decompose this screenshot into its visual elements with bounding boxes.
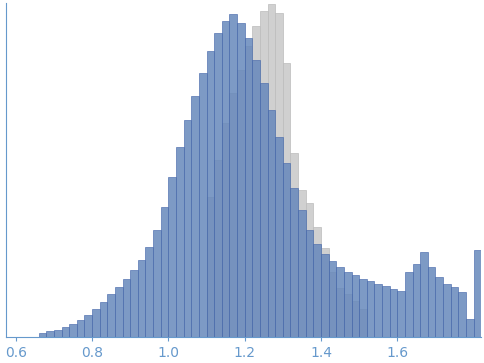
Bar (176, 147, 183, 337)
Bar (183, 120, 191, 337)
Bar (222, 21, 229, 337)
Bar (336, 267, 344, 337)
Bar (69, 325, 77, 337)
Bar (229, 93, 237, 337)
Bar (351, 301, 359, 337)
Bar (313, 244, 321, 337)
Bar (252, 60, 260, 337)
Bar (420, 252, 428, 337)
Bar (412, 264, 420, 337)
Bar (237, 70, 245, 337)
Bar (290, 188, 298, 337)
Bar (275, 13, 283, 337)
Bar (245, 46, 252, 337)
Bar (313, 227, 321, 337)
Bar (229, 15, 237, 337)
Bar (54, 330, 61, 337)
Bar (222, 123, 229, 337)
Bar (451, 287, 458, 337)
Bar (260, 83, 268, 337)
Bar (359, 309, 367, 337)
Bar (290, 153, 298, 337)
Bar (390, 289, 397, 337)
Bar (61, 327, 69, 337)
Bar (100, 302, 107, 337)
Bar (329, 272, 336, 337)
Bar (351, 275, 359, 337)
Bar (275, 136, 283, 337)
Bar (245, 38, 252, 337)
Bar (191, 97, 199, 337)
Bar (237, 23, 245, 337)
Bar (321, 248, 329, 337)
Bar (84, 315, 92, 337)
Bar (268, 110, 275, 337)
Bar (436, 277, 443, 337)
Bar (329, 261, 336, 337)
Bar (77, 321, 84, 337)
Bar (92, 309, 100, 337)
Bar (336, 288, 344, 337)
Bar (138, 260, 146, 337)
Bar (268, 4, 275, 337)
Bar (375, 284, 382, 337)
Bar (458, 292, 466, 337)
Bar (405, 272, 412, 337)
Bar (344, 272, 351, 337)
Bar (260, 11, 268, 337)
Bar (207, 197, 214, 337)
Bar (207, 51, 214, 337)
Bar (252, 26, 260, 337)
Bar (321, 254, 329, 337)
Bar (466, 319, 473, 337)
Bar (214, 160, 222, 337)
Bar (397, 291, 405, 337)
Bar (306, 203, 313, 337)
Bar (161, 207, 168, 337)
Bar (153, 230, 161, 337)
Bar (130, 270, 138, 337)
Bar (382, 286, 390, 337)
Bar (146, 247, 153, 337)
Bar (283, 63, 290, 337)
Bar (298, 190, 306, 337)
Bar (443, 284, 451, 337)
Bar (214, 33, 222, 337)
Bar (344, 294, 351, 337)
Bar (199, 73, 207, 337)
Bar (107, 294, 115, 337)
Bar (359, 279, 367, 337)
Bar (168, 177, 176, 337)
Bar (46, 331, 54, 337)
Bar (428, 267, 436, 337)
Bar (283, 163, 290, 337)
Bar (298, 210, 306, 337)
Bar (367, 281, 375, 337)
Bar (473, 250, 481, 337)
Bar (122, 279, 130, 337)
Bar (115, 287, 122, 337)
Bar (39, 333, 46, 337)
Bar (306, 230, 313, 337)
